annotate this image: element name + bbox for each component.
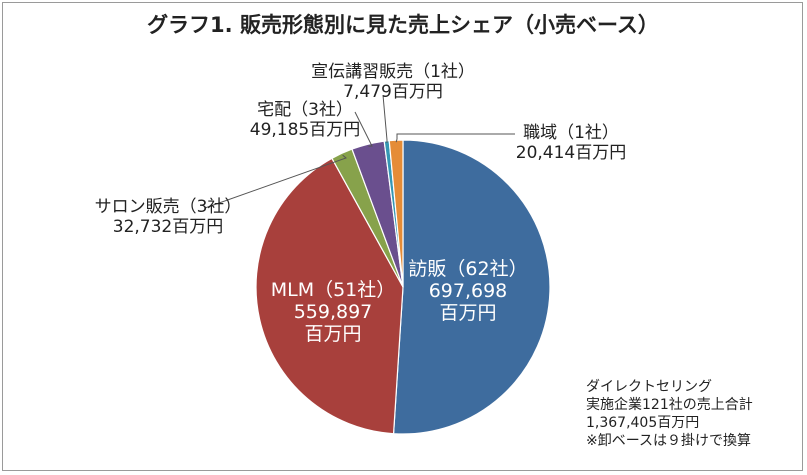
slice-label-unit-1: 百万円 <box>304 323 361 345</box>
slice-label-value-3: 49,185百万円 <box>250 120 360 140</box>
leader-line-2 <box>204 154 347 209</box>
leader-line-4 <box>382 94 388 143</box>
slice-label-name-4: 宣伝講習販売（1社） <box>311 62 475 82</box>
slice-label-value-4: 7,479百万円 <box>343 82 443 102</box>
leader-line-3 <box>354 111 373 147</box>
pie-slice-0 <box>392 139 551 435</box>
leader-line-5 <box>395 133 515 143</box>
total-note: ダイレクトセリング 実施企業121社の売上合計 1,367,405百万円 ※卸ベ… <box>586 378 753 450</box>
slice-label-unit-0: 百万円 <box>439 302 496 324</box>
note-line-3: 1,367,405百万円 <box>586 415 700 431</box>
pie-slice-1 <box>255 157 404 435</box>
slice-label-value-5: 20,414百万円 <box>516 143 626 163</box>
note-line-4: ※卸ベースは９掛けで換算 <box>586 433 752 449</box>
slice-label-value-2: 32,732百万円 <box>113 217 223 237</box>
slice-label-name-1: MLM（51社） <box>271 279 396 301</box>
slice-label-name-2: サロン販売（3社） <box>95 197 242 217</box>
slice-label-name-3: 宅配（3社） <box>257 100 353 120</box>
slice-label-name-0: 訪販（62社） <box>408 258 527 280</box>
slice-label-value-1: 559,897 <box>294 301 373 323</box>
slice-label-name-5: 職域（1社） <box>523 123 619 143</box>
slice-label-value-0: 697,698 <box>429 280 508 302</box>
chart-title: グラフ1. 販売形態別に見た売上シェア（小売ベース） <box>147 13 659 37</box>
pie-slice-5 <box>388 139 404 288</box>
note-line-2: 実施企業121社の売上合計 <box>586 397 753 413</box>
note-line-1: ダイレクトセリング <box>586 379 712 395</box>
